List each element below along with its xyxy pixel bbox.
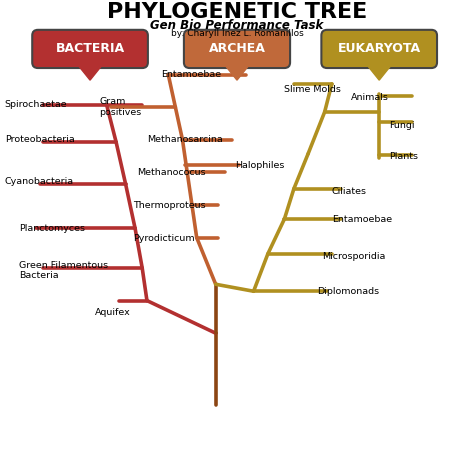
Text: Proteobacteria: Proteobacteria <box>5 135 74 144</box>
Text: Methanococus: Methanococus <box>137 168 206 177</box>
FancyBboxPatch shape <box>321 30 437 68</box>
FancyBboxPatch shape <box>184 30 290 68</box>
Text: Green Filamentous
Bacteria: Green Filamentous Bacteria <box>19 260 108 280</box>
Text: Diplomonads: Diplomonads <box>318 287 380 296</box>
Text: Halophiles: Halophiles <box>235 161 284 170</box>
Text: Gen Bio Performance Task: Gen Bio Performance Task <box>150 19 324 32</box>
Text: Cyanobacteria: Cyanobacteria <box>5 177 74 186</box>
Text: Animals: Animals <box>351 93 389 103</box>
Text: PHYLOGENETIC TREE: PHYLOGENETIC TREE <box>107 2 367 22</box>
Text: Fungi: Fungi <box>389 121 414 130</box>
Text: Slime Molds: Slime Molds <box>284 85 341 94</box>
Text: by: Charyll Inez L. Romanillos: by: Charyll Inez L. Romanillos <box>171 29 303 38</box>
Text: Entamoebae: Entamoebae <box>332 215 392 225</box>
Polygon shape <box>76 62 104 80</box>
Text: Thermoproteus: Thermoproteus <box>133 200 205 210</box>
Polygon shape <box>223 62 251 80</box>
Text: EUKARYOTA: EUKARYOTA <box>337 42 421 55</box>
Text: Plants: Plants <box>389 151 418 161</box>
Text: Aquifex: Aquifex <box>95 308 130 317</box>
Text: Methanosarcina: Methanosarcina <box>147 135 223 144</box>
Text: Entamoebae: Entamoebae <box>161 70 221 79</box>
Polygon shape <box>365 62 393 80</box>
Text: Pyrodicticum: Pyrodicticum <box>133 234 194 243</box>
Text: Ciliates: Ciliates <box>332 186 367 196</box>
Text: Planctomyces: Planctomyces <box>19 224 85 233</box>
Text: Gram
positives: Gram positives <box>100 97 142 117</box>
Text: Microsporidia: Microsporidia <box>322 252 386 261</box>
Text: BACTERIA: BACTERIA <box>55 42 125 55</box>
Text: ARCHEA: ARCHEA <box>209 42 265 55</box>
Text: Spirochaetae: Spirochaetae <box>5 100 67 110</box>
FancyBboxPatch shape <box>32 30 148 68</box>
